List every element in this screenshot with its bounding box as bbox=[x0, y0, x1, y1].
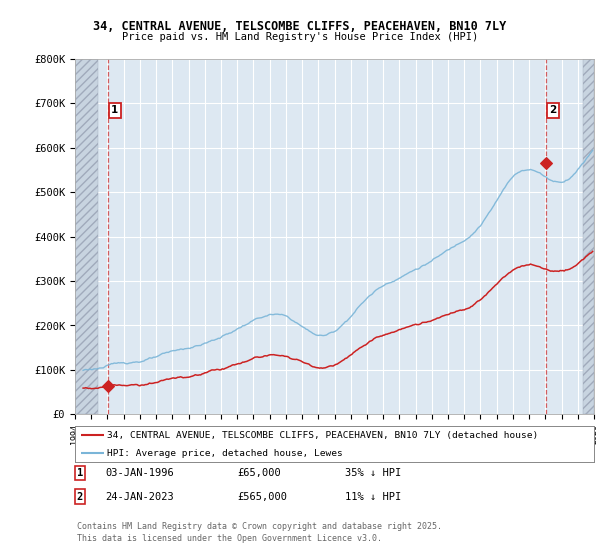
Text: £565,000: £565,000 bbox=[237, 492, 287, 502]
Text: 11% ↓ HPI: 11% ↓ HPI bbox=[345, 492, 401, 502]
Text: Price paid vs. HM Land Registry's House Price Index (HPI): Price paid vs. HM Land Registry's House … bbox=[122, 32, 478, 43]
Text: 24-JAN-2023: 24-JAN-2023 bbox=[105, 492, 174, 502]
Text: 1: 1 bbox=[111, 105, 118, 115]
Text: 2: 2 bbox=[550, 105, 557, 115]
Text: 2: 2 bbox=[77, 492, 83, 502]
Text: HPI: Average price, detached house, Lewes: HPI: Average price, detached house, Lewe… bbox=[107, 449, 343, 458]
Text: Contains HM Land Registry data © Crown copyright and database right 2025.
This d: Contains HM Land Registry data © Crown c… bbox=[77, 522, 442, 543]
Text: 34, CENTRAL AVENUE, TELSCOMBE CLIFFS, PEACEHAVEN, BN10 7LY (detached house): 34, CENTRAL AVENUE, TELSCOMBE CLIFFS, PE… bbox=[107, 431, 538, 440]
Text: £65,000: £65,000 bbox=[237, 468, 281, 478]
Bar bbox=[75, 59, 98, 414]
Bar bbox=[583, 59, 594, 414]
Text: 34, CENTRAL AVENUE, TELSCOMBE CLIFFS, PEACEHAVEN, BN10 7LY: 34, CENTRAL AVENUE, TELSCOMBE CLIFFS, PE… bbox=[94, 20, 506, 33]
Point bbox=[542, 159, 551, 168]
Text: 03-JAN-1996: 03-JAN-1996 bbox=[105, 468, 174, 478]
Text: 1: 1 bbox=[77, 468, 83, 478]
Text: 35% ↓ HPI: 35% ↓ HPI bbox=[345, 468, 401, 478]
Point bbox=[103, 381, 113, 390]
